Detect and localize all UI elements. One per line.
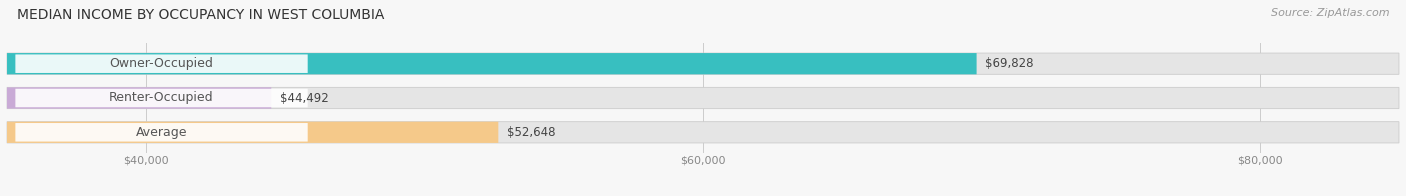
FancyBboxPatch shape xyxy=(7,87,271,109)
FancyBboxPatch shape xyxy=(7,53,1399,74)
Text: MEDIAN INCOME BY OCCUPANCY IN WEST COLUMBIA: MEDIAN INCOME BY OCCUPANCY IN WEST COLUM… xyxy=(17,8,384,22)
FancyBboxPatch shape xyxy=(15,123,308,142)
Text: $52,648: $52,648 xyxy=(506,126,555,139)
FancyBboxPatch shape xyxy=(7,87,1399,109)
Text: Renter-Occupied: Renter-Occupied xyxy=(110,92,214,104)
Text: Average: Average xyxy=(136,126,187,139)
FancyBboxPatch shape xyxy=(7,122,498,143)
FancyBboxPatch shape xyxy=(15,89,308,107)
Text: Source: ZipAtlas.com: Source: ZipAtlas.com xyxy=(1271,8,1389,18)
Text: Owner-Occupied: Owner-Occupied xyxy=(110,57,214,70)
FancyBboxPatch shape xyxy=(15,54,308,73)
Text: $44,492: $44,492 xyxy=(280,92,329,104)
Text: $69,828: $69,828 xyxy=(986,57,1033,70)
FancyBboxPatch shape xyxy=(7,53,977,74)
FancyBboxPatch shape xyxy=(7,122,1399,143)
